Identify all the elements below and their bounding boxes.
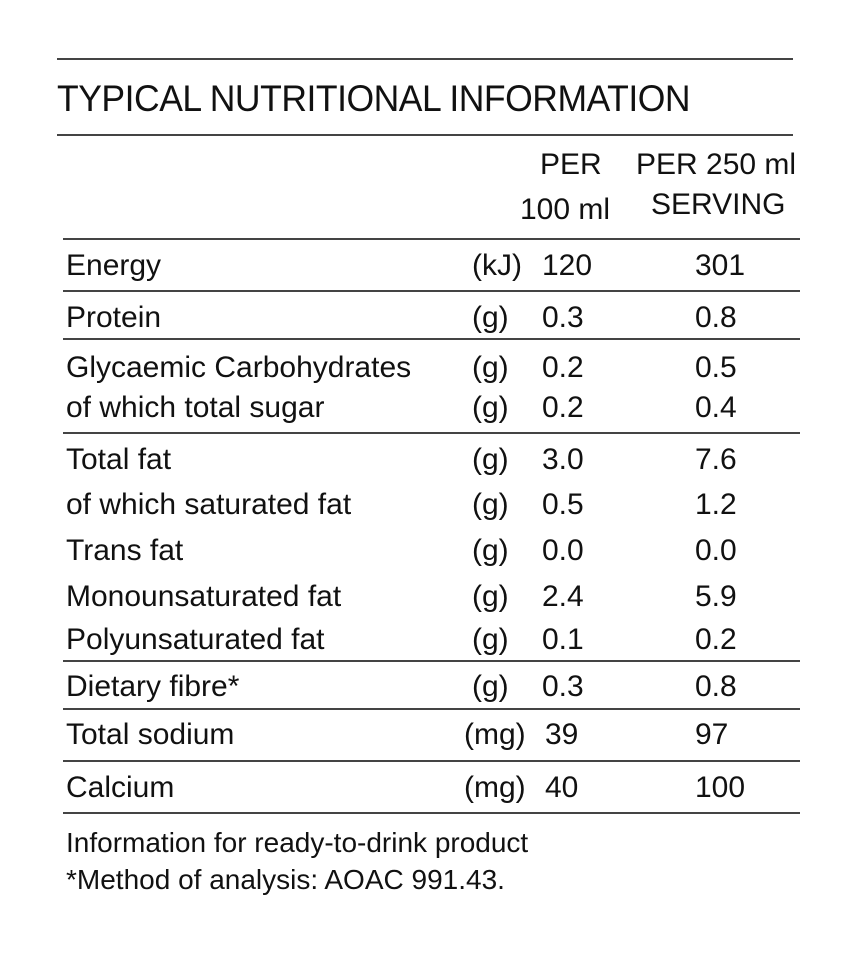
row-unit: (g) xyxy=(472,301,509,334)
row-rule xyxy=(63,338,800,340)
row-label: Total fat xyxy=(66,443,172,476)
row-unit: (g) xyxy=(472,670,509,703)
row-rule xyxy=(63,290,800,292)
row-label: Calcium xyxy=(66,771,175,804)
row-label: Monounsaturated fat xyxy=(66,580,342,613)
row-label: Protein xyxy=(66,301,162,334)
row-per100: 39 xyxy=(545,718,579,751)
row-label: Glycaemic Carbohydrates xyxy=(66,351,412,384)
row-per100: 0.1 xyxy=(542,623,584,656)
row-per250: 5.9 xyxy=(695,580,737,613)
row-per250: 97 xyxy=(695,718,729,751)
row-per250: 0.5 xyxy=(695,351,737,384)
footnote: Information for ready-to-drink product xyxy=(66,827,529,858)
row-unit: (g) xyxy=(472,580,509,613)
row-unit: (mg) xyxy=(464,718,526,751)
row-per100: 40 xyxy=(545,771,579,804)
header-per250-line2: SERVING xyxy=(651,188,786,221)
row-unit: (g) xyxy=(472,488,509,521)
row-unit: (g) xyxy=(472,443,509,476)
footnote: *Method of analysis: AOAC 991.43. xyxy=(66,864,505,895)
row-label: Total sodium xyxy=(66,718,235,751)
row-per100: 0.3 xyxy=(542,301,584,334)
row-per250: 0.8 xyxy=(695,301,737,334)
header-per250-line1: PER 250 ml xyxy=(636,148,797,181)
row-label: of which total sugar xyxy=(66,391,325,424)
row-label: Energy xyxy=(66,249,162,282)
row-unit: (g) xyxy=(472,391,509,424)
row-unit: (g) xyxy=(472,351,509,384)
row-label: of which saturated fat xyxy=(66,488,352,521)
header-per100-line2: 100 ml xyxy=(520,193,611,226)
row-per100: 2.4 xyxy=(542,580,584,613)
row-rule xyxy=(63,760,800,762)
row-rule xyxy=(63,708,800,710)
row-per100: 0.0 xyxy=(542,534,584,567)
row-per250: 1.2 xyxy=(695,488,737,521)
row-rule xyxy=(63,238,800,240)
row-per100: 120 xyxy=(542,249,593,282)
row-unit: (g) xyxy=(472,623,509,656)
row-per250: 7.6 xyxy=(695,443,737,476)
row-label: Polyunsaturated fat xyxy=(66,623,325,656)
row-per250: 0.0 xyxy=(695,534,737,567)
row-rule xyxy=(63,660,800,662)
top-rule xyxy=(57,58,793,60)
row-per100: 0.2 xyxy=(542,351,584,384)
row-unit: (mg) xyxy=(464,771,526,804)
row-per250: 0.4 xyxy=(695,391,737,424)
row-unit: (g) xyxy=(472,534,509,567)
page-title: TYPICAL NUTRITIONAL INFORMATION xyxy=(57,78,691,119)
row-per100: 3.0 xyxy=(542,443,584,476)
row-rule xyxy=(63,812,800,814)
row-per250: 0.2 xyxy=(695,623,737,656)
row-label: Trans fat xyxy=(66,534,184,567)
row-rule xyxy=(63,432,800,434)
row-label: Dietary fibre* xyxy=(66,670,240,703)
row-per250: 0.8 xyxy=(695,670,737,703)
row-per100: 0.5 xyxy=(542,488,584,521)
row-per100: 0.2 xyxy=(542,391,584,424)
row-per100: 0.3 xyxy=(542,670,584,703)
row-unit: (kJ) xyxy=(472,249,522,282)
header-per100-line1: PER xyxy=(540,148,602,181)
row-per250: 100 xyxy=(695,771,746,804)
row-per250: 301 xyxy=(695,249,746,282)
title-rule xyxy=(57,134,793,136)
